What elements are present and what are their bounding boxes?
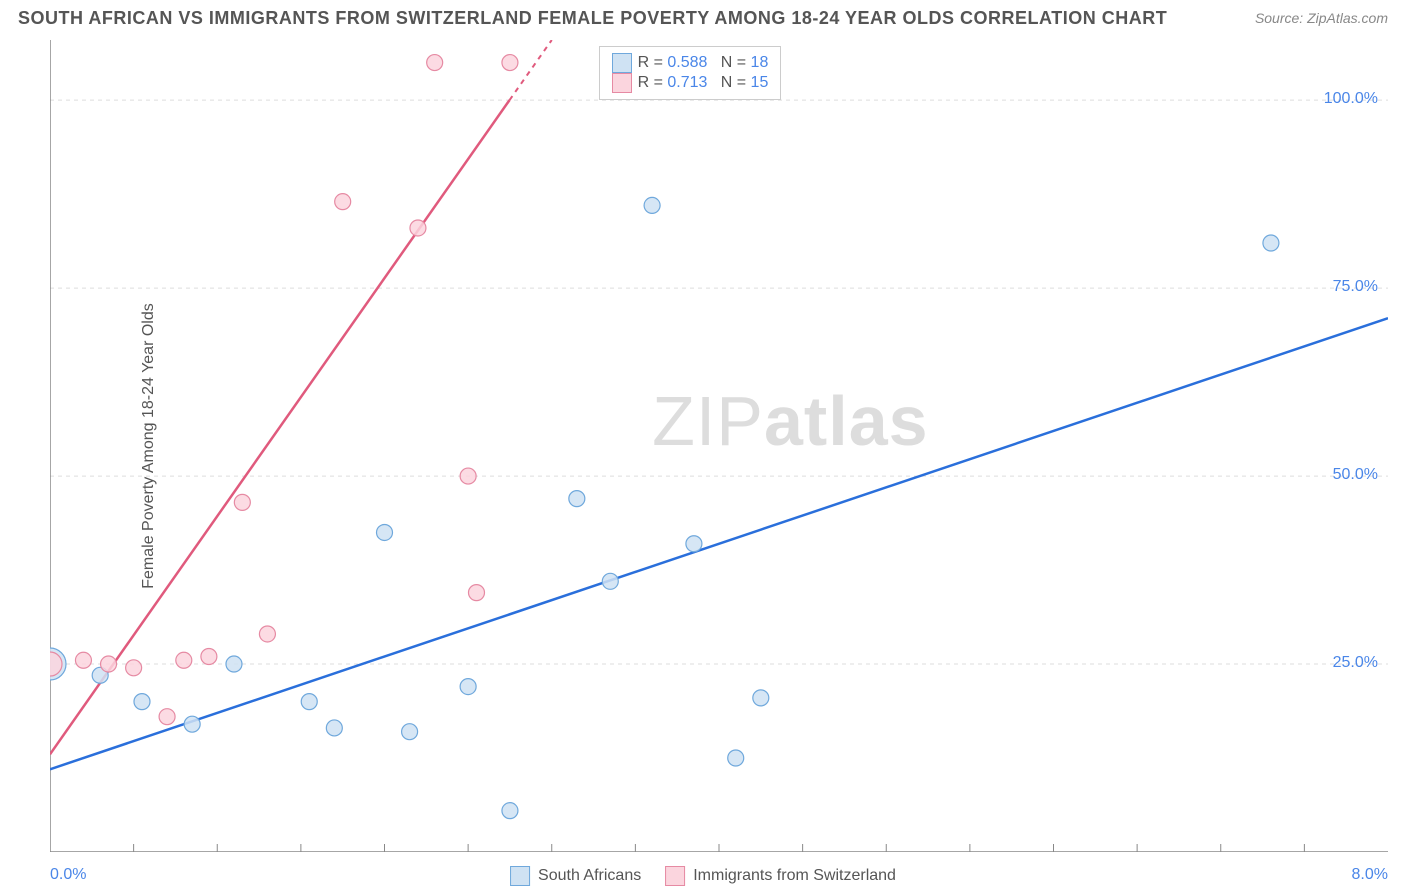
x-axis-min-label: 0.0%: [50, 866, 86, 884]
data-point: [126, 660, 142, 676]
data-point: [101, 656, 117, 672]
y-tick-label: 50.0%: [1333, 466, 1378, 484]
series-swatch: [612, 53, 632, 73]
legend-item: South Africans: [510, 866, 641, 886]
data-point: [468, 585, 484, 601]
data-point: [728, 750, 744, 766]
stats-row: R = 0.588 N = 18: [612, 53, 769, 73]
data-point: [427, 55, 443, 71]
legend-swatch: [510, 866, 530, 886]
y-tick-label: 100.0%: [1324, 90, 1378, 108]
data-point: [75, 652, 91, 668]
plot-area: ZIPatlas R = 0.588 N = 18R = 0.713 N = 1…: [50, 40, 1388, 852]
data-point: [326, 720, 342, 736]
stats-row: R = 0.713 N = 15: [612, 73, 769, 93]
legend-label: South Africans: [538, 867, 641, 885]
data-point: [301, 694, 317, 710]
y-tick-label: 25.0%: [1333, 654, 1378, 672]
legend-label: Immigrants from Switzerland: [693, 867, 896, 885]
y-tick-label: 75.0%: [1333, 278, 1378, 296]
data-point: [460, 679, 476, 695]
data-point: [159, 709, 175, 725]
data-point: [402, 724, 418, 740]
data-point: [686, 536, 702, 552]
data-point: [201, 649, 217, 665]
series-legend: South Africans Immigrants from Switzerlan…: [510, 866, 896, 886]
series-swatch: [612, 73, 632, 93]
source-label: Source: ZipAtlas.com: [1255, 10, 1388, 26]
data-point: [259, 626, 275, 642]
data-point: [377, 524, 393, 540]
data-point: [335, 194, 351, 210]
data-point: [410, 220, 426, 236]
data-point: [644, 197, 660, 213]
data-point: [1263, 235, 1279, 251]
chart-title: SOUTH AFRICAN VS IMMIGRANTS FROM SWITZER…: [18, 8, 1167, 29]
data-point: [502, 803, 518, 819]
data-point: [234, 494, 250, 510]
x-axis-max-label: 8.0%: [1352, 866, 1388, 884]
data-point: [502, 55, 518, 71]
data-point: [176, 652, 192, 668]
legend-item: Immigrants from Switzerland: [665, 866, 896, 886]
correlation-stats-box: R = 0.588 N = 18R = 0.713 N = 15: [599, 46, 782, 100]
legend-swatch: [665, 866, 685, 886]
data-point: [602, 573, 618, 589]
data-point: [184, 716, 200, 732]
data-point: [460, 468, 476, 484]
scatter-chart: [50, 40, 1388, 852]
data-point: [134, 694, 150, 710]
data-point: [753, 690, 769, 706]
data-point: [569, 491, 585, 507]
data-point: [226, 656, 242, 672]
